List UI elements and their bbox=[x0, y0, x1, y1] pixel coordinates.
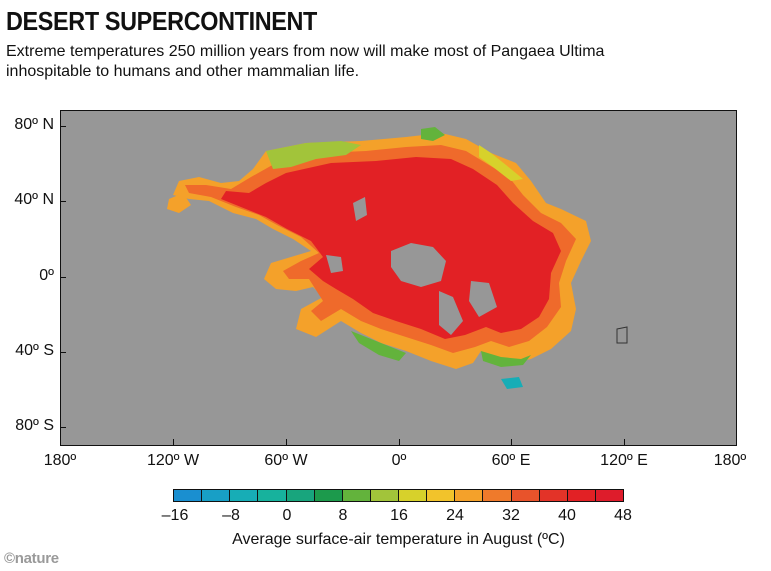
nature-logo: ©nature bbox=[4, 550, 59, 567]
colorbar-segment bbox=[511, 490, 540, 501]
lat-label-80s: 80º S bbox=[15, 417, 54, 434]
colorbar-segment bbox=[455, 490, 484, 501]
temperature-map bbox=[167, 127, 628, 389]
lat-label-40s: 40º S bbox=[15, 342, 54, 359]
lon-label-180w: 180º bbox=[43, 452, 77, 469]
cool-island-north bbox=[421, 127, 445, 141]
colorbar-segment bbox=[427, 490, 456, 501]
cool-margin-north bbox=[266, 141, 361, 169]
lon-tick-0 bbox=[399, 439, 400, 445]
colorbar-segment bbox=[567, 490, 596, 501]
colorbar-segment bbox=[539, 490, 568, 501]
cool-island-south bbox=[501, 377, 523, 389]
colorbar-title: Average surface-air temperature in Augus… bbox=[232, 531, 565, 548]
lon-label-180e: 180º bbox=[713, 452, 747, 469]
chart-subtitle: Extreme temperatures 250 million years f… bbox=[6, 43, 605, 80]
colorbar-tick-label: –8 bbox=[222, 507, 240, 524]
colorbar-segment bbox=[314, 490, 343, 501]
colorbar-segment bbox=[342, 490, 371, 501]
colorbar-tick-label: 0 bbox=[282, 507, 292, 524]
lon-label-60w: 60º W bbox=[264, 452, 308, 469]
colorbar-tick-label: 48 bbox=[614, 507, 632, 524]
lon-label-120e: 120º E bbox=[600, 452, 648, 469]
map-panel bbox=[60, 110, 737, 446]
colorbar-tick-label: 32 bbox=[502, 507, 520, 524]
lon-tick-120e bbox=[624, 439, 625, 445]
cool-margin-south-a bbox=[351, 331, 406, 361]
lat-tick-80n bbox=[60, 126, 66, 127]
colorbar-segment bbox=[286, 490, 315, 501]
lat-tick-0 bbox=[60, 277, 66, 278]
lon-label-120w: 120º W bbox=[146, 452, 200, 469]
lon-label-0: 0º bbox=[391, 452, 407, 469]
temperature-colorbar bbox=[173, 489, 624, 502]
lon-tick-120w bbox=[173, 439, 174, 445]
lat-tick-40s bbox=[60, 352, 66, 353]
colorbar-tick-label: 8 bbox=[338, 507, 348, 524]
lon-tick-60w bbox=[286, 439, 287, 445]
colorbar-segment bbox=[595, 490, 623, 501]
inland-sea-north bbox=[353, 197, 367, 221]
colorbar-segment bbox=[202, 490, 231, 501]
colorbar-tick-label: 40 bbox=[558, 507, 576, 524]
colorbar-tick-label: 16 bbox=[390, 507, 408, 524]
lat-label-0: 0º bbox=[39, 267, 54, 284]
colorbar-segment bbox=[174, 490, 203, 501]
lat-label-80n: 80º N bbox=[14, 116, 54, 133]
colorbar-segment bbox=[483, 490, 512, 501]
colorbar-tick-label: 24 bbox=[446, 507, 464, 524]
inland-sea-central bbox=[391, 243, 446, 287]
island-west bbox=[167, 193, 191, 213]
colorbar-segment bbox=[370, 490, 399, 501]
lat-tick-40n bbox=[60, 201, 66, 202]
lat-label-40n: 40º N bbox=[14, 191, 54, 208]
inland-sea-west bbox=[326, 255, 343, 273]
colorbar-segment bbox=[258, 490, 287, 501]
lat-tick-80s bbox=[60, 427, 66, 428]
lon-tick-60e bbox=[511, 439, 512, 445]
island-east bbox=[616, 326, 628, 344]
lon-label-60e: 60º E bbox=[491, 452, 531, 469]
colorbar-segment bbox=[399, 490, 428, 501]
inland-sea-east bbox=[469, 281, 497, 317]
cool-margin-south-b bbox=[481, 351, 531, 367]
cool-margin-northeast bbox=[479, 145, 523, 181]
colorbar-segment bbox=[230, 490, 259, 501]
inland-sea-south bbox=[439, 291, 463, 335]
chart-title: DESERT SUPERCONTINENT bbox=[6, 6, 317, 36]
colorbar-tick-label: –16 bbox=[161, 507, 189, 524]
